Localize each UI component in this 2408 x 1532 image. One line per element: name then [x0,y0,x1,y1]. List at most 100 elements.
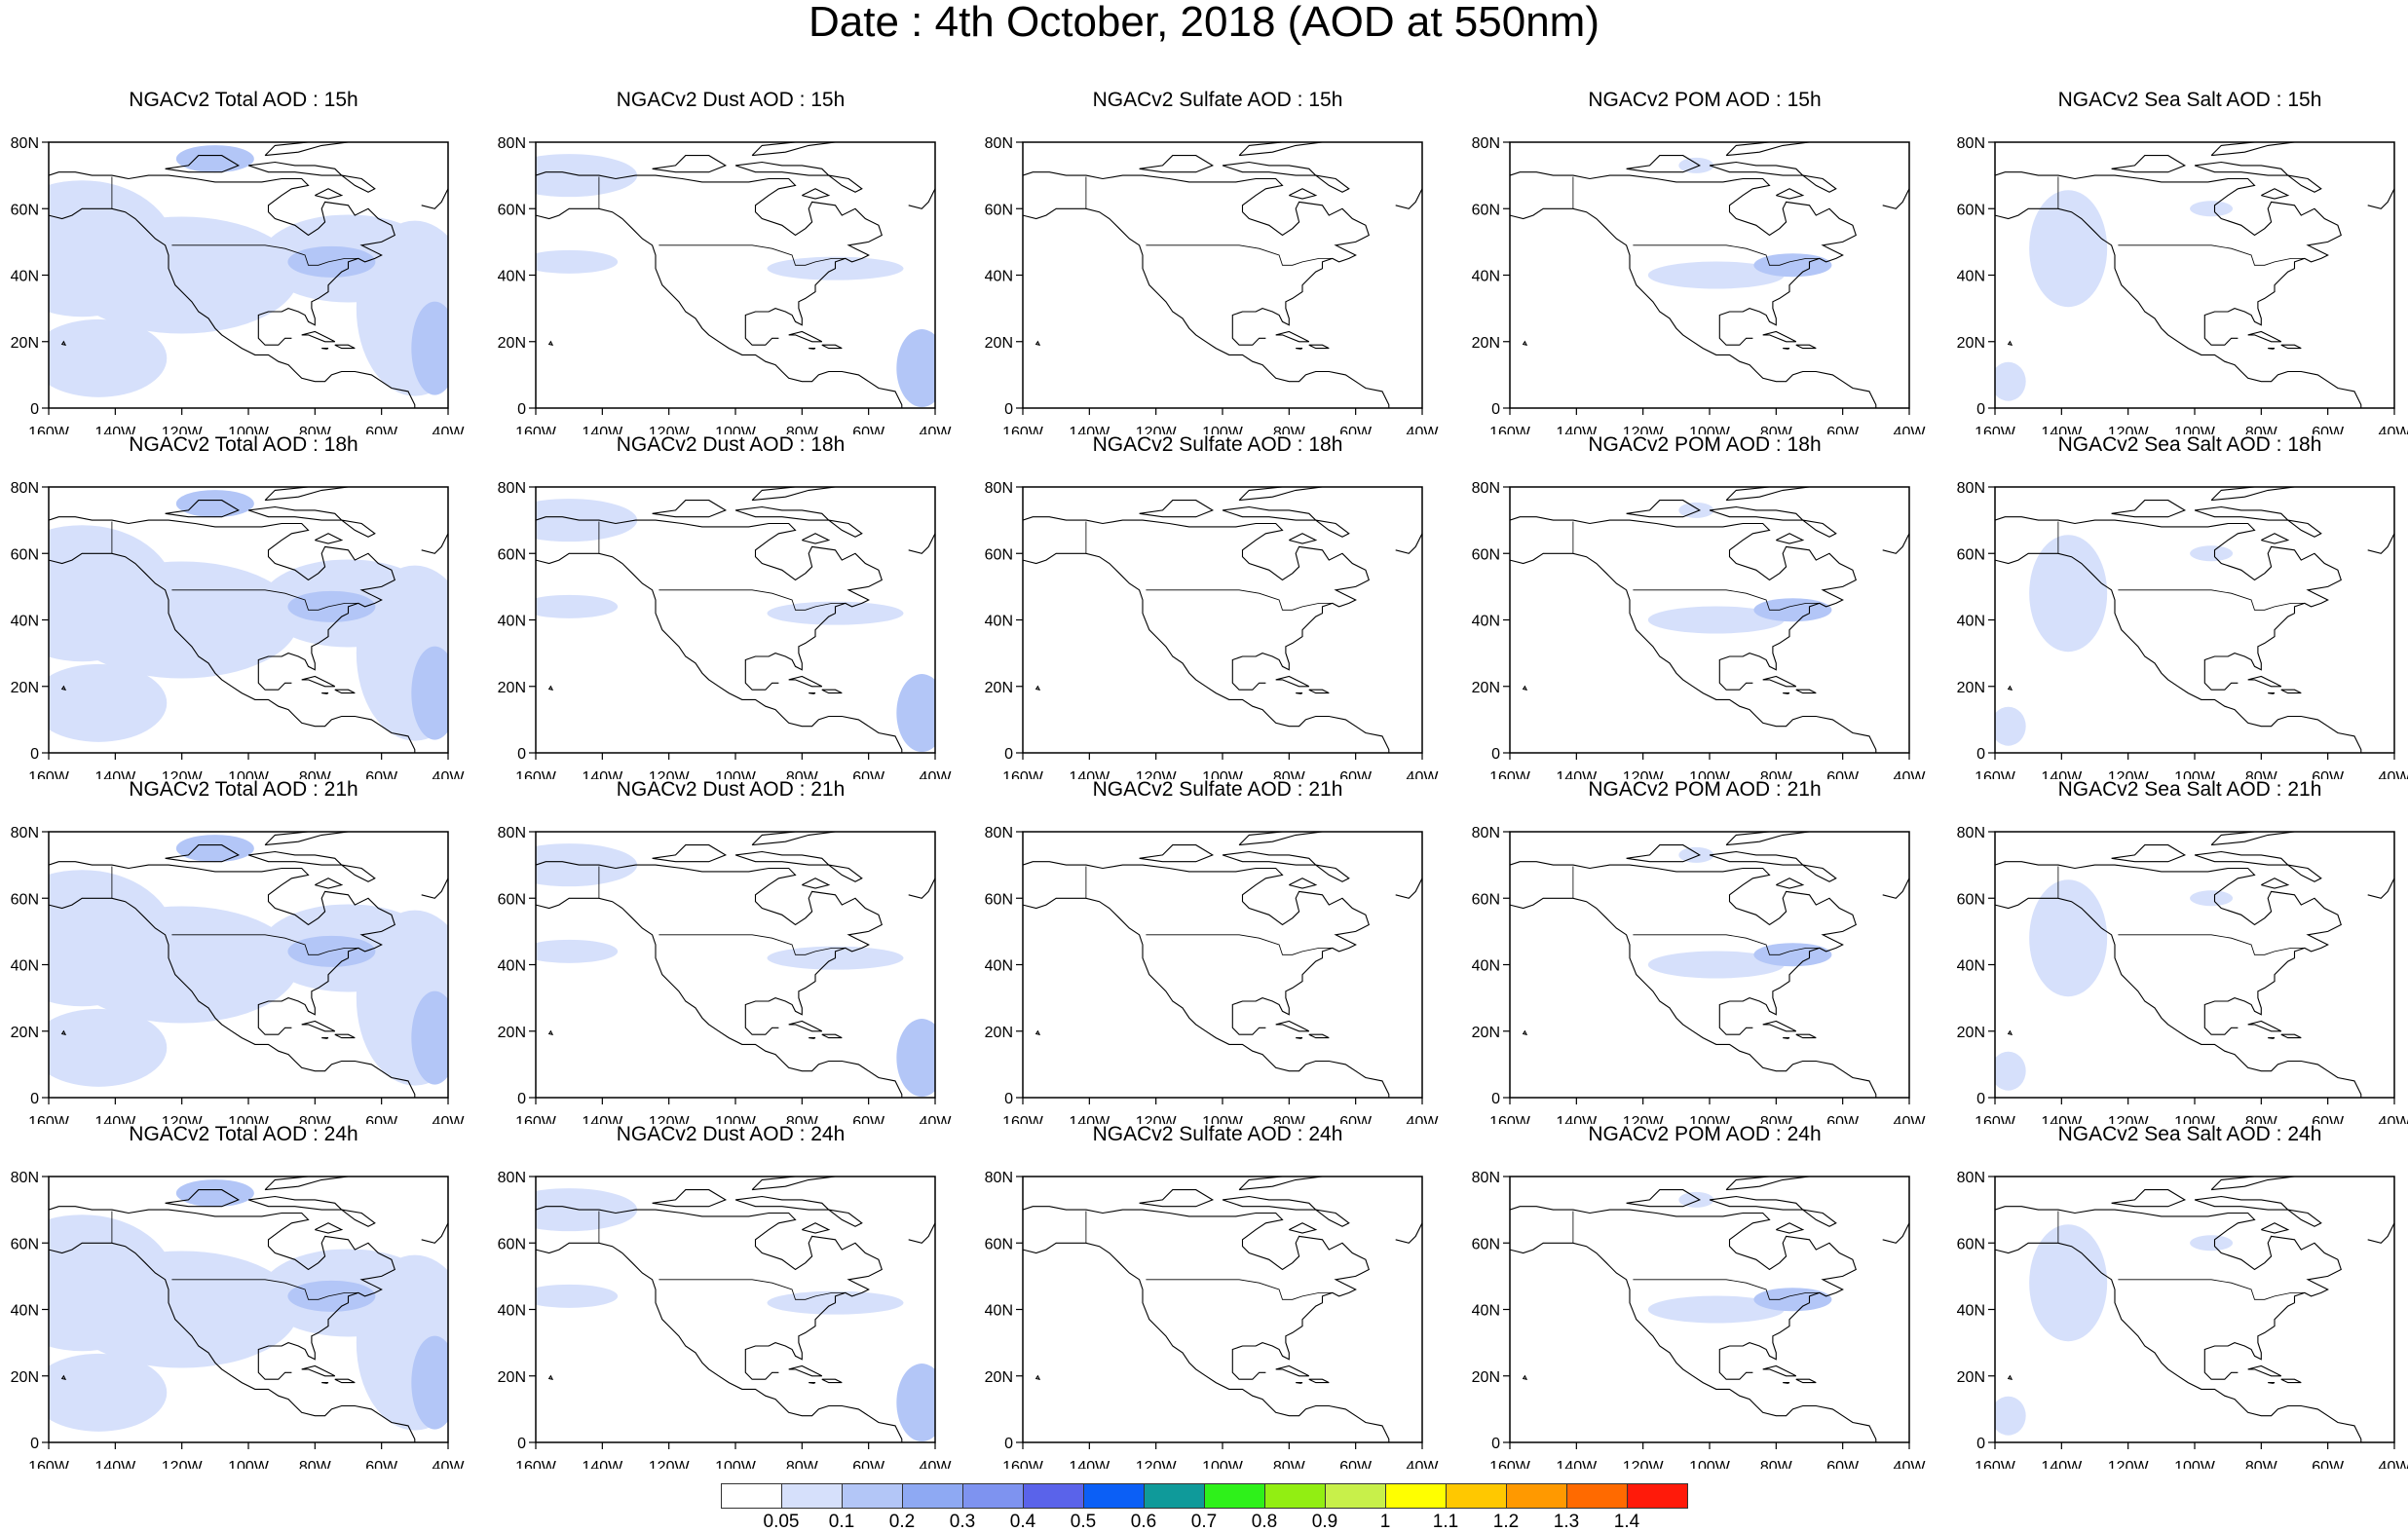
coastline [828,1209,863,1227]
aod-field [1753,943,1832,967]
coastline [1238,832,1323,846]
lat-tick-label: 60N [498,202,526,218]
lon-tick-label: 160W [515,425,557,434]
colorbar-label: 0.9 [1311,1512,1338,1532]
coastline [809,1037,816,1039]
lon-tick-label: 80W [1273,769,1306,779]
lat-tick-label: 80N [985,480,1013,497]
coastline [1275,330,1310,343]
aod-field [411,1335,448,1430]
lon-tick-label: 140W [2041,425,2083,434]
coastline [321,1382,329,1384]
colorbar-swatch [721,1483,782,1509]
aod-field [1753,253,1832,278]
map-plot: 80N 60N 40N 20N 0 160W 140W 120W 100W 80W 60W 40W [1472,1170,1927,1469]
aod-field [2029,879,2108,997]
lon-tick-label: 80W [1760,425,1793,434]
lon-tick-label: 160W [1002,769,1044,779]
lon-tick-label: 140W [1069,769,1110,779]
coastline [536,1242,903,1442]
coastline [1725,1177,1810,1191]
coastline [1882,832,1909,899]
aod-field [1647,261,1785,289]
coastline [821,1378,843,1384]
lon-tick-label: 100W [1202,1114,1244,1124]
lon-tick-label: 80W [786,769,819,779]
map-plot: 80N 60N 40N 20N 0 160W 140W 120W 100W 80W 60W 40W [11,1170,466,1469]
lon-tick-label: 40W [433,1459,466,1469]
lat-tick-label: 40N [498,1303,526,1320]
lon-tick-label: 100W [2174,1114,2216,1124]
coastline [1275,1020,1310,1032]
lon-tick-label: 120W [1623,1459,1665,1469]
coastline [802,533,831,544]
coastline [247,1195,344,1211]
lat-tick-label: 80N [1472,135,1500,152]
aod-field [1995,361,2026,401]
coastline [247,505,344,521]
lon-tick-label: 80W [299,425,332,434]
lon-tick-label: 100W [228,1114,270,1124]
coastline [49,207,416,408]
lon-tick-label: 140W [582,1114,623,1124]
coastline [2367,487,2394,554]
lon-tick-label: 160W [1002,1114,1044,1124]
aod-field [64,906,299,1024]
aod-field [1678,1191,1714,1208]
lon-tick-label: 120W [649,769,691,779]
lat-tick-label: 0 [1491,1091,1500,1107]
lat-tick-label: 80N [1957,480,1985,497]
coastline [49,897,416,1098]
coastline [1510,1242,1877,1442]
country-border [1633,589,1820,611]
coastline [1395,487,1422,554]
lon-tick-label: 60W [1339,1114,1373,1124]
coastline [247,850,344,866]
coastline [1139,500,1215,518]
lon-tick-label: 160W [28,769,70,779]
coastline [334,1378,356,1384]
colorbar-swatch [1144,1483,1205,1509]
lat-tick-label: 60N [11,546,39,563]
coastline [536,897,903,1098]
lat-tick-label: 60N [498,891,526,908]
panel-title: NGACv2 Total AOD : 21h [129,778,358,801]
coastline [1308,344,1330,350]
lat-tick-label: 80N [1957,1170,1985,1186]
aod-field [1678,502,1714,518]
lon-tick-label: 80W [1760,1114,1793,1124]
country-border [658,244,846,266]
map-plot: 80N 60N 40N 20N 0 160W 140W 120W 100W 80W 60W 40W [1472,480,1927,779]
coastline [1289,878,1318,889]
map-plot: 80N 60N 40N 20N 0 160W 140W 120W 100W 80W 60W 40W [498,1170,953,1469]
coastline [1626,500,1702,518]
coastline [821,344,843,350]
coastline [1995,897,2362,1098]
coastline [1783,1037,1790,1039]
coastline [1522,340,1528,346]
lon-tick-label: 120W [162,1114,204,1124]
colorbar-label: 1.3 [1553,1512,1580,1532]
lon-tick-label: 160W [1489,425,1531,434]
coastline [1709,161,1805,176]
aod-field [536,249,619,274]
map-panel: NGACv2 Sea Salt AOD : 18h 80N 60N 40N 20N 0 16… [1946,432,2408,779]
aod-field [49,1353,168,1432]
aod-field [896,1019,935,1098]
lon-tick-label: 100W [715,425,757,434]
panel-title: NGACv2 Dust AOD : 21h [616,778,846,801]
coastline [1510,171,1857,346]
lat-tick-label: 20N [1472,335,1500,352]
lon-tick-label: 60W [1826,1459,1860,1469]
colorbar-swatch [1083,1483,1145,1509]
coastline [2287,1209,2322,1227]
coastline [264,142,349,157]
coastline [1762,1020,1797,1032]
colorbar-label: 0.1 [828,1512,855,1532]
map-panel: NGACv2 Sulfate AOD : 24h 80N 60N 40N 20N 0 160… [974,1122,1461,1469]
lon-tick-label: 140W [1556,769,1598,779]
lon-tick-label: 140W [94,1459,136,1469]
aod-field [536,1284,619,1308]
lat-tick-label: 80N [498,825,526,841]
aod-field [287,1280,376,1312]
